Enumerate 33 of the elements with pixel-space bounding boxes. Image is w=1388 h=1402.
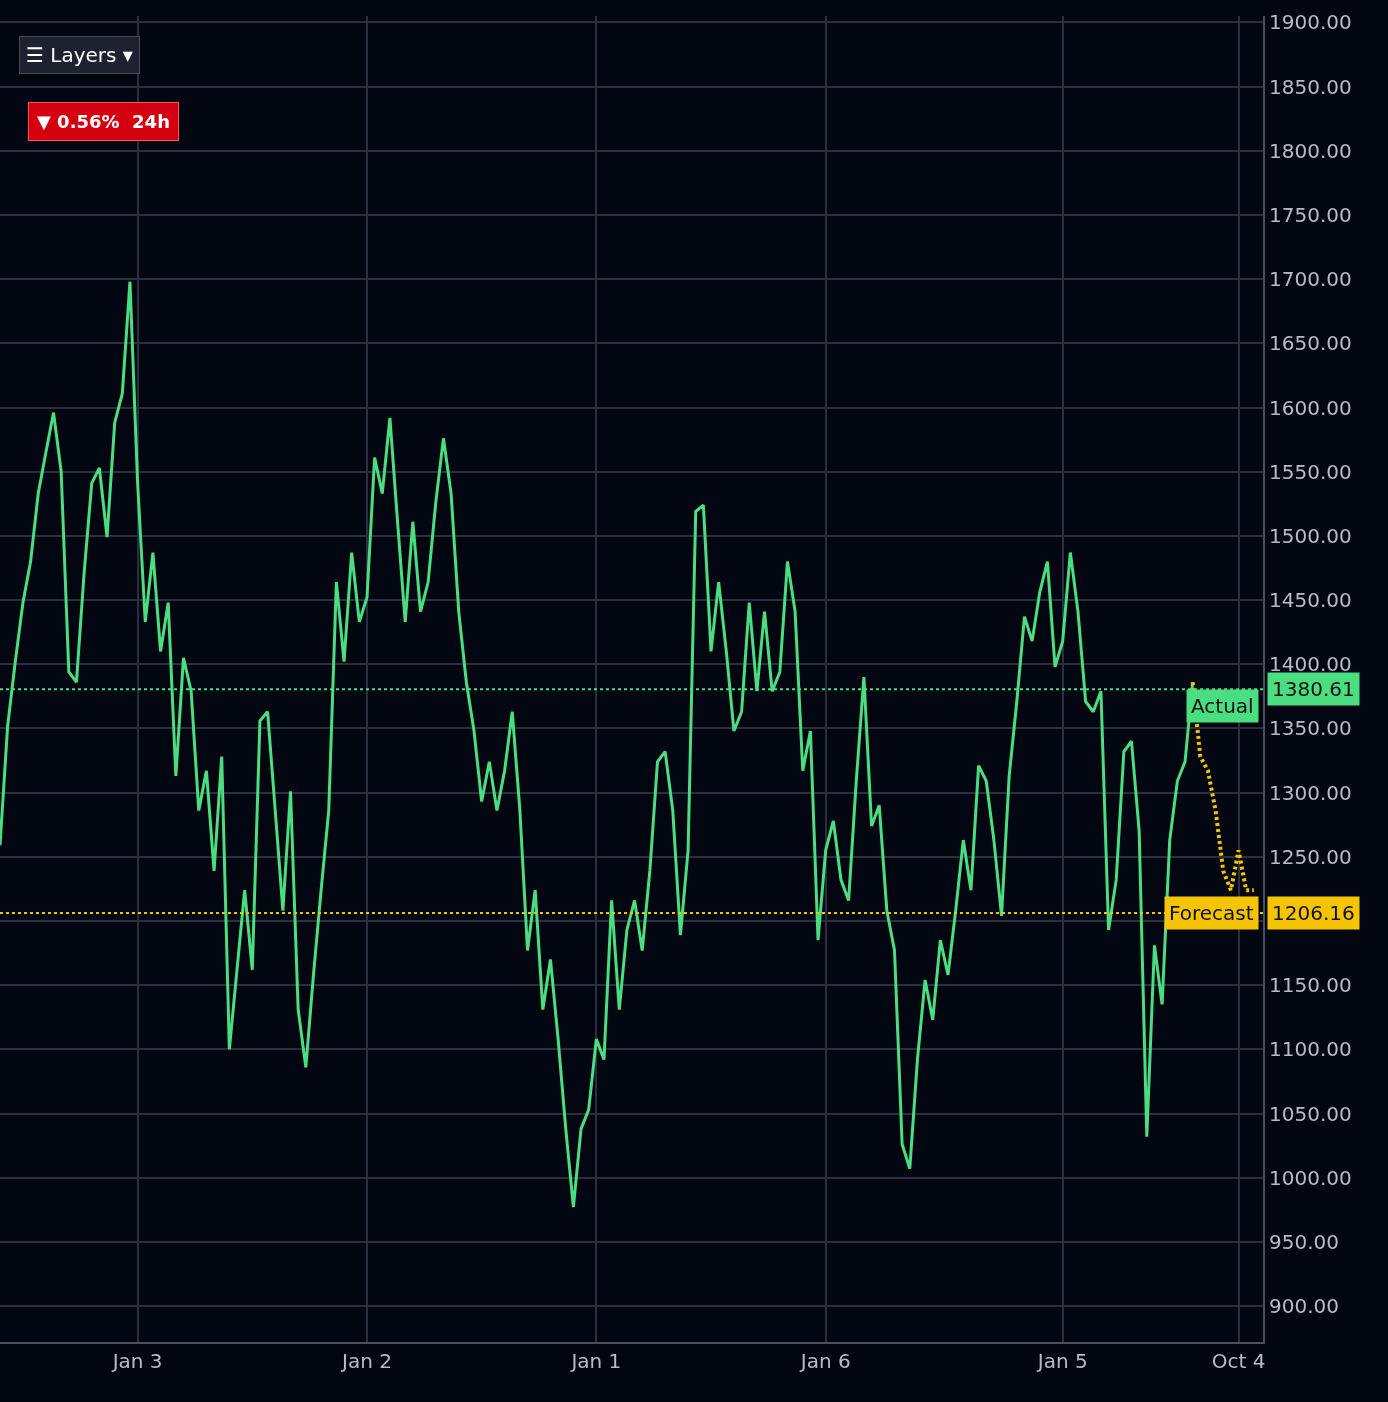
text: 1206.16 bbox=[1272, 901, 1355, 925]
x-tick-label: Oct 4 bbox=[1211, 1349, 1266, 1373]
line-series bbox=[1190, 680, 1256, 893]
annotation: ☰ Layers ▾ bbox=[26, 43, 133, 67]
y-tick-label: 1050.00 bbox=[1269, 1101, 1352, 1126]
y-tick-label: 1600.00 bbox=[1269, 395, 1352, 420]
y-tick-label: 1850.00 bbox=[1269, 74, 1352, 99]
x-tick-label: Jan 6 bbox=[798, 1349, 851, 1373]
annotation: ▼ 0.56% 24h bbox=[37, 111, 170, 132]
y-tick-label: 1550.00 bbox=[1269, 459, 1352, 484]
y-tick-label: 1900.00 bbox=[1269, 10, 1352, 35]
y-tick-label: 1650.00 bbox=[1269, 331, 1352, 356]
y-tick-label: 900.00 bbox=[1269, 1294, 1339, 1319]
y-tick-label: 1000.00 bbox=[1269, 1165, 1352, 1190]
x-tick-label: Jan 3 bbox=[110, 1349, 163, 1373]
y-tick-label: 1350.00 bbox=[1269, 716, 1352, 741]
y-tick-label: 1100.00 bbox=[1269, 1037, 1352, 1062]
y-tick-label: 950.00 bbox=[1269, 1229, 1339, 1254]
x-tick-label: Jan 5 bbox=[1035, 1349, 1088, 1373]
y-tick-label: 1750.00 bbox=[1269, 202, 1352, 227]
y-tick-label: 1250.00 bbox=[1269, 844, 1352, 869]
y-tick-label: 1400.00 bbox=[1269, 652, 1352, 677]
y-tick-label: 1450.00 bbox=[1269, 588, 1352, 613]
y-tick-label: 1700.00 bbox=[1269, 267, 1352, 292]
y-tick-label: 1150.00 bbox=[1269, 973, 1352, 998]
ref-line-label: Actual bbox=[1191, 694, 1254, 718]
y-tick-label: 1800.00 bbox=[1269, 138, 1352, 163]
ref-line-label: Forecast bbox=[1169, 901, 1254, 925]
x-tick-label: Jan 2 bbox=[340, 1349, 392, 1373]
y-tick-label: 1300.00 bbox=[1269, 780, 1352, 805]
x-tick-label: Jan 1 bbox=[569, 1349, 622, 1373]
y-tick-label: 1500.00 bbox=[1269, 523, 1352, 548]
text: 1380.61 bbox=[1272, 677, 1355, 701]
